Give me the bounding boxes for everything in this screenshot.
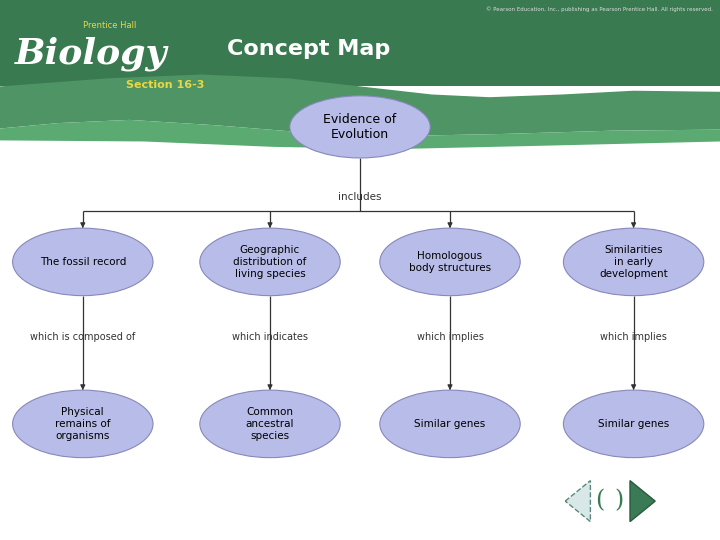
Text: which is composed of: which is composed of xyxy=(30,333,135,342)
Text: which implies: which implies xyxy=(600,333,667,342)
Polygon shape xyxy=(0,75,720,136)
Ellipse shape xyxy=(563,390,704,458)
Ellipse shape xyxy=(199,228,340,295)
Text: (: ( xyxy=(595,490,604,512)
Ellipse shape xyxy=(12,390,153,458)
Text: Concept Map: Concept Map xyxy=(227,38,390,59)
Text: ): ) xyxy=(615,490,624,512)
Text: Common
ancestral
species: Common ancestral species xyxy=(246,407,294,441)
Text: Homologous
body structures: Homologous body structures xyxy=(409,251,491,273)
Text: Similar genes: Similar genes xyxy=(415,419,485,429)
Ellipse shape xyxy=(199,390,340,458)
Polygon shape xyxy=(565,481,590,522)
Text: The fossil record: The fossil record xyxy=(40,257,126,267)
Polygon shape xyxy=(0,0,720,86)
Polygon shape xyxy=(0,120,720,149)
Text: Geographic
distribution of
living species: Geographic distribution of living specie… xyxy=(233,245,307,279)
Ellipse shape xyxy=(563,228,704,295)
Text: Prentice Hall: Prentice Hall xyxy=(83,22,136,30)
Text: Physical
remains of
organisms: Physical remains of organisms xyxy=(55,407,111,441)
Text: Evidence of
Evolution: Evidence of Evolution xyxy=(323,113,397,141)
Ellipse shape xyxy=(289,96,431,158)
Polygon shape xyxy=(630,481,655,522)
Text: which indicates: which indicates xyxy=(232,333,308,342)
Ellipse shape xyxy=(380,390,521,458)
Text: Biology: Biology xyxy=(14,37,167,71)
Text: Similarities
in early
development: Similarities in early development xyxy=(599,245,668,279)
Text: © Pearson Education, Inc., publishing as Pearson Prentice Hall. All rights reser: © Pearson Education, Inc., publishing as… xyxy=(486,6,713,12)
Ellipse shape xyxy=(12,228,153,295)
Text: includes: includes xyxy=(338,192,382,202)
Text: Similar genes: Similar genes xyxy=(598,419,669,429)
Ellipse shape xyxy=(380,228,521,295)
Text: which implies: which implies xyxy=(417,333,483,342)
Text: Section 16-3: Section 16-3 xyxy=(126,80,204,90)
